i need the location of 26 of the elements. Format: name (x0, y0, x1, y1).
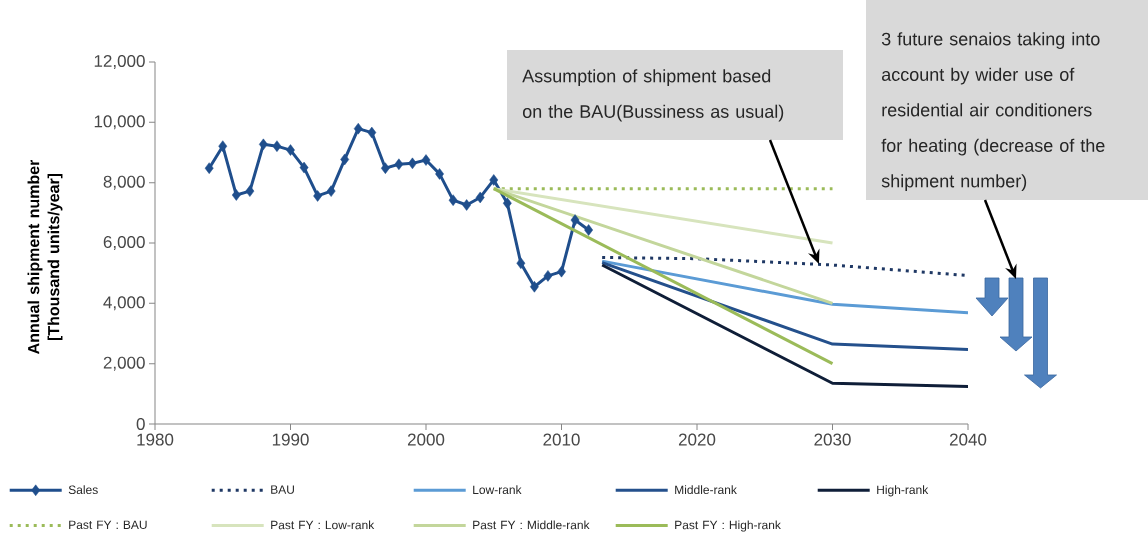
y-tick-label: 0 (136, 417, 145, 431)
x-tick-label: 1990 (272, 433, 309, 446)
y-tick-label: 10,000 (94, 115, 145, 130)
y-tick-label: 4,000 (103, 296, 145, 311)
y-tick-label: 6,000 (103, 235, 145, 251)
x-tick-label: 2040 (949, 433, 987, 446)
legend-label: High-rank (877, 485, 929, 497)
legend-label: Middle-rank (675, 485, 737, 495)
legend-label: Past FY : BAU (69, 520, 147, 529)
legend-label: Past FY : Middle-rank (473, 520, 590, 530)
text: 3 future senaios taking into account by wider use of residential air conditioners for heating (decrease of the shipment number) (881, 32, 1105, 191)
legend-label: Low-rank (473, 485, 522, 495)
legend-label: Past FY : Low-rank (271, 520, 375, 530)
x-tick-label: 2000 (407, 433, 445, 446)
x-tick-label: 1980 (137, 433, 174, 446)
annotation: Assumption of shipment based on the BAU(Bussiness as usual) (522, 69, 784, 122)
legend-label: BAU (271, 485, 294, 494)
legend-label: Sales (68, 485, 98, 495)
y-tick-label: 12,000 (94, 54, 145, 70)
x-tick-label: 2020 (678, 433, 716, 446)
x-tick-label: 2030 (814, 433, 851, 446)
y-axis-title: Annual shipment number [Thousand units/year] (27, 159, 63, 354)
legend-label: Past FY : High-rank (675, 520, 781, 532)
y-tick-label: 8,000 (103, 175, 145, 190)
x-tick-label: 2010 (543, 433, 580, 446)
y-tick-label: 2,000 (103, 356, 145, 371)
